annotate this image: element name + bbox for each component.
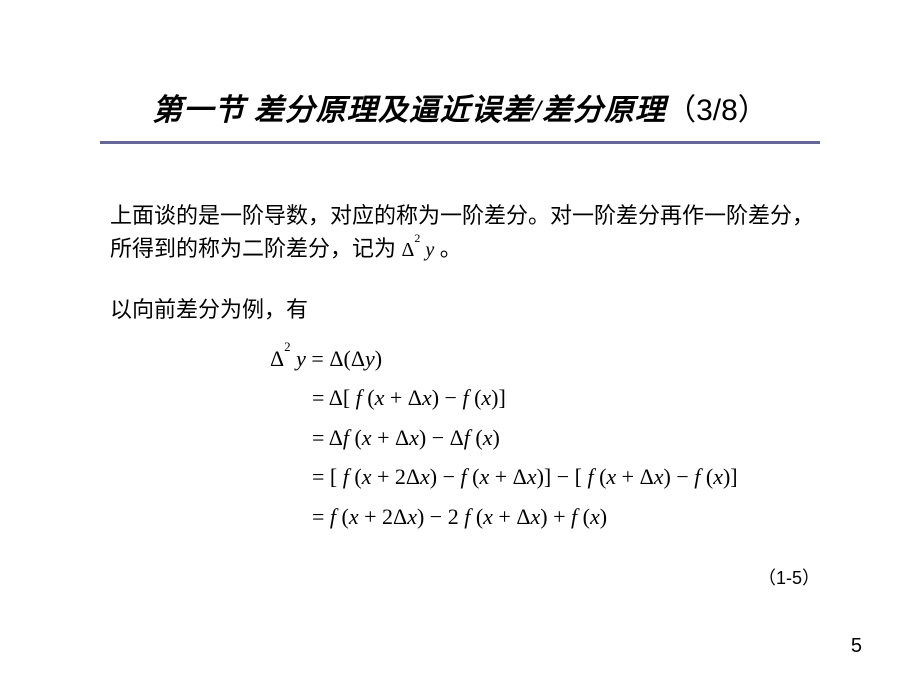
paragraph-1-a: 上面谈的是一阶导数，对应的称为一阶差分。对一阶差分再作一阶差分，所得到的称为二阶… — [110, 203, 814, 261]
slide-title-row: 第一节 差分原理及逼近误差/差分原理（3/8） — [60, 85, 860, 129]
equation-number: （1-5） — [758, 564, 820, 590]
title-divider — [100, 141, 820, 144]
eq-line-3: = Δf (x + Δx) − Δf (x) — [270, 419, 860, 456]
title-fraction: 3/8 — [696, 94, 738, 127]
inline-math-delta2y: Δ2 y — [402, 239, 435, 261]
equation-block: Δ2 y = Δ(Δy) = Δ[ f (x + Δx) − f (x)] = … — [270, 340, 860, 535]
page-number: 5 — [851, 635, 862, 658]
slide-title: 第一节 差分原理及逼近误差/差分原理 — [152, 94, 666, 127]
eq-line-5: = f (x + 2Δx) − 2 f (x + Δx) + f (x) — [270, 498, 860, 535]
paragraph-1: 上面谈的是一阶导数，对应的称为一阶差分。对一阶差分再作一阶差分，所得到的称为二阶… — [110, 199, 820, 265]
paragraph-1-b: 。 — [434, 236, 462, 261]
title-fraction-close: ） — [738, 94, 768, 127]
eq-line-4: = [ f (x + 2Δx) − f (x + Δx)] − [ f (x +… — [270, 458, 860, 495]
title-fraction-open: （ — [666, 94, 696, 127]
slide-container: 第一节 差分原理及逼近误差/差分原理（3/8） 上面谈的是一阶导数，对应的称为一… — [0, 0, 920, 690]
eq-line-1: Δ2 y = Δ(Δy) — [270, 340, 860, 377]
eq-line-2: = Δ[ f (x + Δx) − f (x)] — [270, 379, 860, 416]
paragraph-2: 以向前差分为例，有 — [110, 293, 820, 326]
